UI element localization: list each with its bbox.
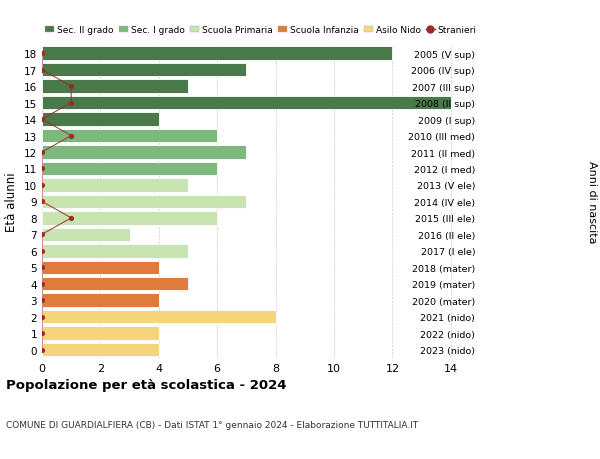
Point	[37, 313, 47, 321]
Point	[67, 83, 76, 90]
Bar	[42, 212, 217, 225]
Point	[37, 280, 47, 288]
Point	[67, 100, 76, 107]
Bar	[42, 294, 159, 307]
Legend: Sec. II grado, Sec. I grado, Scuola Primaria, Scuola Infanzia, Asilo Nido, Stran: Sec. II grado, Sec. I grado, Scuola Prim…	[46, 26, 476, 35]
Bar	[42, 113, 159, 127]
Text: Anni di nascita: Anni di nascita	[587, 161, 597, 243]
Bar	[42, 277, 188, 291]
Point	[37, 116, 47, 123]
Y-axis label: Età alunni: Età alunni	[5, 172, 19, 232]
Bar	[42, 80, 188, 94]
Point	[37, 149, 47, 157]
Bar	[42, 327, 159, 340]
Point	[37, 231, 47, 239]
Text: COMUNE DI GUARDIALFIERA (CB) - Dati ISTAT 1° gennaio 2024 - Elaborazione TUTTITA: COMUNE DI GUARDIALFIERA (CB) - Dati ISTA…	[6, 420, 418, 429]
Bar	[42, 129, 217, 143]
Bar	[42, 97, 451, 110]
Bar	[42, 179, 188, 192]
Point	[37, 182, 47, 189]
Bar	[42, 64, 247, 77]
Bar	[42, 245, 188, 258]
Point	[37, 346, 47, 353]
Point	[37, 198, 47, 206]
Point	[67, 133, 76, 140]
Bar	[42, 195, 247, 209]
Text: Popolazione per età scolastica - 2024: Popolazione per età scolastica - 2024	[6, 379, 287, 392]
Point	[37, 297, 47, 304]
Bar	[42, 47, 392, 61]
Point	[37, 247, 47, 255]
Point	[37, 264, 47, 271]
Bar	[42, 146, 247, 159]
Point	[37, 330, 47, 337]
Bar	[42, 261, 159, 274]
Bar	[42, 162, 217, 176]
Bar	[42, 228, 130, 241]
Point	[37, 165, 47, 173]
Bar	[42, 343, 159, 357]
Point	[67, 215, 76, 222]
Bar	[42, 310, 275, 324]
Point	[37, 50, 47, 58]
Point	[37, 67, 47, 74]
